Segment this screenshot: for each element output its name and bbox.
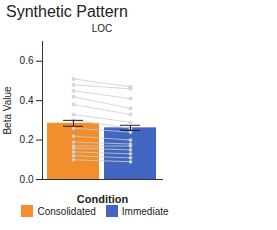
html-text:LOC: LOC	[91, 23, 113, 34]
svg-text:0.6: 0.6	[20, 55, 34, 66]
svg-text:0.4: 0.4	[20, 95, 34, 106]
html-text:Synthetic Pattern: Synthetic Pattern	[6, 3, 128, 20]
html-text:Consolidated: Consolidated	[37, 205, 96, 217]
svg-text:Beta Value: Beta Value	[2, 86, 13, 135]
svg-text:Condition: Condition	[77, 193, 129, 205]
svg-text:0.0: 0.0	[20, 174, 34, 185]
html-text:Immediate: Immediate	[121, 205, 169, 217]
svg-text:0.2: 0.2	[20, 134, 34, 145]
